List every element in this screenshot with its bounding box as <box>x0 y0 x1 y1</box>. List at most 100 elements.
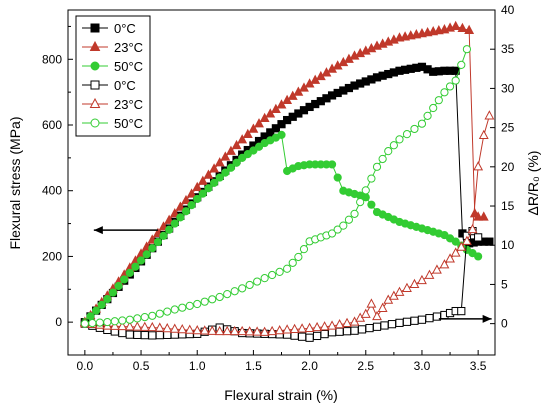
data-point <box>268 270 277 280</box>
data-point <box>402 317 412 326</box>
data-point <box>108 288 118 297</box>
data-point <box>485 237 494 246</box>
data-point <box>259 112 270 123</box>
series-2-left <box>80 130 483 327</box>
data-point <box>440 88 449 97</box>
data-point <box>289 323 300 333</box>
data-point <box>214 325 225 336</box>
data-point <box>327 320 337 330</box>
data-point <box>339 221 348 230</box>
data-point <box>259 326 270 336</box>
x-tick-label: 2.0 <box>301 359 318 373</box>
data-point <box>270 103 281 113</box>
data-point <box>198 189 207 198</box>
data-point <box>221 168 230 177</box>
data-point <box>299 245 309 254</box>
data-point <box>290 331 299 340</box>
data-point <box>214 157 225 167</box>
y-left-tick-label: 0 <box>55 315 62 329</box>
data-point <box>229 325 240 336</box>
data-point <box>372 162 382 171</box>
legend-label: 50°C <box>114 59 143 74</box>
legend-item: 23°C <box>82 97 143 112</box>
data-point <box>409 278 420 289</box>
data-point <box>110 317 119 326</box>
data-point <box>327 229 337 238</box>
data-point <box>283 264 292 273</box>
y-left-tick-label: 400 <box>42 184 62 198</box>
data-point <box>312 321 323 332</box>
data-point <box>276 99 287 109</box>
y-left-tick-label: 200 <box>42 249 62 263</box>
data-point <box>223 290 232 299</box>
legend-marker <box>90 23 100 33</box>
data-point <box>484 110 495 120</box>
data-point <box>334 319 345 329</box>
data-point <box>277 130 286 139</box>
data-point <box>254 142 264 151</box>
data-point <box>417 315 427 324</box>
data-point <box>297 323 308 333</box>
legend-marker <box>89 97 101 108</box>
data-point <box>445 253 455 263</box>
data-point <box>117 320 128 331</box>
data-point <box>361 186 370 195</box>
data-point <box>451 237 460 246</box>
data-point <box>464 24 475 34</box>
data-point <box>395 318 404 327</box>
data-point <box>451 76 460 85</box>
data-point <box>187 200 196 210</box>
data-point <box>439 259 450 269</box>
data-point <box>215 173 224 182</box>
y-right-tick-label: 30 <box>501 81 515 95</box>
data-point <box>267 325 278 336</box>
legend-box <box>75 15 151 137</box>
data-point <box>220 151 231 161</box>
data-point <box>230 287 239 296</box>
data-point <box>209 163 220 173</box>
arrow-right <box>438 314 492 323</box>
data-point <box>312 331 322 341</box>
data-point <box>139 321 150 331</box>
data-point <box>423 111 432 120</box>
data-point <box>197 175 208 185</box>
data-point <box>118 316 127 325</box>
data-point <box>260 274 269 283</box>
data-point <box>80 319 89 328</box>
data-point <box>169 208 180 218</box>
legend-marker <box>90 80 100 90</box>
data-point <box>186 188 197 198</box>
data-point <box>140 331 149 340</box>
series-line <box>84 115 490 333</box>
data-point <box>163 307 172 316</box>
data-point <box>342 327 352 336</box>
data-point <box>252 326 263 336</box>
data-point <box>97 300 106 309</box>
data-point <box>199 325 210 335</box>
y-right-tick-label: 20 <box>501 160 515 174</box>
data-point <box>457 60 466 69</box>
data-point <box>91 306 101 315</box>
data-point <box>245 280 254 290</box>
data-point <box>114 281 123 291</box>
legend-label: 50°C <box>114 116 143 131</box>
data-point <box>467 223 478 234</box>
data-point <box>417 274 427 285</box>
legend-marker <box>90 118 100 128</box>
data-point <box>474 252 483 261</box>
data-point <box>148 244 157 253</box>
annotation-layer <box>93 226 492 323</box>
x-tick-label: 3.0 <box>414 359 431 373</box>
data-point <box>333 225 342 234</box>
series-3-right <box>80 227 483 342</box>
data-point <box>155 331 164 340</box>
y-right-tick-label: 40 <box>501 3 515 17</box>
y-right-tick-label: 0 <box>501 317 508 331</box>
data-point <box>231 139 242 150</box>
data-point <box>425 314 434 323</box>
x-axis-title: Flexural strain (%) <box>224 387 338 403</box>
data-point <box>176 213 185 222</box>
data-point <box>366 298 377 308</box>
data-point <box>243 150 252 159</box>
